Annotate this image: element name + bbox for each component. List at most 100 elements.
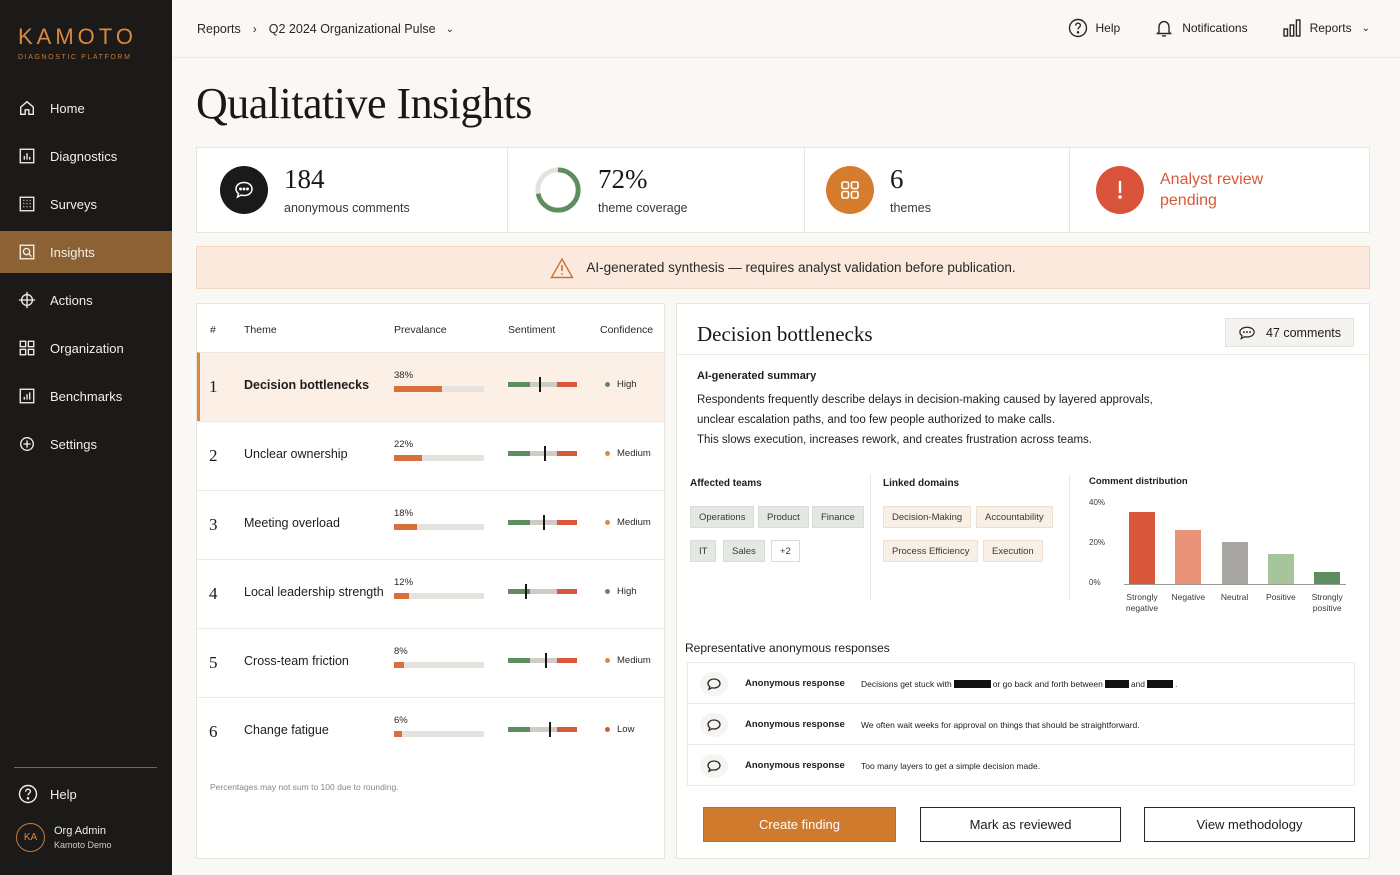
row-prevalence-pct: 8% xyxy=(394,646,408,657)
sentiment-negative-seg xyxy=(557,451,577,456)
sentiment-negative-seg xyxy=(557,589,577,594)
confidence-label: Low xyxy=(617,724,635,735)
breadcrumb-reports[interactable]: Reports xyxy=(197,22,241,36)
comments-button[interactable]: 47 comments xyxy=(1224,318,1354,347)
sidebar-item-benchmarks[interactable]: Benchmarks xyxy=(0,375,172,417)
sidebar-item-label: Organization xyxy=(50,340,124,356)
redaction-block xyxy=(1104,680,1129,688)
mark-reviewed-button[interactable]: Mark as reviewed xyxy=(920,807,1121,842)
sentiment-negative-seg xyxy=(557,658,577,663)
response-text-part: . xyxy=(1175,679,1178,689)
sentiment-negative-seg xyxy=(557,520,577,525)
row-number: 4 xyxy=(209,584,218,603)
col-header-theme[interactable]: Theme xyxy=(244,324,277,336)
bar-chart-icon xyxy=(18,387,36,405)
sidebar-help[interactable]: Help xyxy=(18,784,77,804)
kpi-review-line2: pending xyxy=(1160,192,1217,209)
summary-line: Respondents frequently describe delays i… xyxy=(697,394,1153,406)
table-row[interactable]: 6 Change fatigue 6% Low xyxy=(197,697,664,766)
sidebar-item-settings[interactable]: Settings xyxy=(0,423,172,465)
col-header-prevalence[interactable]: Prevalance xyxy=(394,324,447,336)
comments-count: 47 comments xyxy=(1265,325,1341,340)
x-tick-label: Neutral xyxy=(1220,592,1249,602)
sentiment-marker xyxy=(542,515,545,530)
breadcrumb-report-name[interactable]: Q2 2024 Organizational Pulse xyxy=(268,22,436,36)
list-item[interactable]: Anonymous response Too many layers to ge… xyxy=(688,745,1354,786)
confidence-badge: Low xyxy=(605,724,634,735)
team-chip[interactable]: Product xyxy=(758,506,809,528)
table-row[interactable]: 2 Unclear ownership 22% Medium xyxy=(197,421,664,490)
help-label: Help xyxy=(1095,21,1121,35)
sidebar-item-insights[interactable]: Insights xyxy=(0,231,172,273)
table-row[interactable]: 4 Local leadership strength 12% High xyxy=(197,559,664,628)
confidence-badge: Medium xyxy=(605,517,651,528)
user-menu[interactable]: KA Org Admin Kamoto Demo xyxy=(16,823,112,852)
col-header-confidence[interactable]: Confidence xyxy=(600,324,654,336)
prevalence-bar xyxy=(394,524,484,530)
sentiment-neutral-seg xyxy=(530,727,557,732)
banner-text: AI-generated synthesis — requires analys… xyxy=(586,260,1016,275)
view-methodology-button[interactable]: View methodology xyxy=(1144,807,1355,842)
sentiment-bar xyxy=(508,722,577,737)
sentiment-neutral-seg xyxy=(530,589,557,594)
sidebar-item-label: Diagnostics xyxy=(50,148,118,164)
sentiment-marker xyxy=(524,584,527,599)
chevron-down-icon: ⌄ xyxy=(1361,22,1370,34)
prevalence-bar xyxy=(394,662,484,668)
redaction-block xyxy=(1147,680,1173,688)
brand-logo[interactable]: KAMOTO DIAGNOSTIC PLATFORM xyxy=(18,24,137,61)
y-tick-label: 0% xyxy=(1089,578,1101,587)
row-number: 3 xyxy=(209,515,218,534)
sentiment-bar xyxy=(508,446,577,461)
table-row[interactable]: 3 Meeting overload 18% Medium xyxy=(197,490,664,559)
chevron-down-icon[interactable]: ⌄ xyxy=(445,23,454,35)
reports-menu[interactable]: Reports ⌄ xyxy=(1282,18,1370,38)
confidence-label: Medium xyxy=(617,655,651,666)
x-tick-label: Strongly positive xyxy=(1311,592,1343,613)
col-header-sentiment[interactable]: Sentiment xyxy=(508,324,556,336)
reports-label: Reports xyxy=(1309,21,1352,35)
page-title: Qualitative Insights xyxy=(196,79,532,128)
sidebar-item-organization[interactable]: Organization xyxy=(0,327,172,369)
x-axis-line xyxy=(1124,584,1346,585)
prevalence-fill xyxy=(394,386,442,392)
kpi-coverage-label: theme coverage xyxy=(598,200,688,215)
confidence-badge: Medium xyxy=(605,448,651,459)
help-icon xyxy=(18,784,38,804)
detail-divider xyxy=(677,354,1369,355)
sidebar-item-home[interactable]: Home xyxy=(0,87,172,129)
x-tick-label: Negative xyxy=(1171,592,1206,602)
help-button[interactable]: Help xyxy=(1068,18,1121,38)
confidence-label: High xyxy=(617,586,637,597)
summary-title: AI-generated summary xyxy=(697,370,817,382)
domain-chip[interactable]: Decision-Making xyxy=(883,506,972,528)
sentiment-marker xyxy=(545,653,548,668)
more-teams-chip[interactable]: +2 xyxy=(771,540,800,562)
response-text-part: Decisions get stuck with xyxy=(861,679,952,689)
team-chip[interactable]: Finance xyxy=(812,506,864,528)
table-row[interactable]: 5 Cross-team friction 8% Medium xyxy=(197,628,664,697)
team-chip[interactable]: IT xyxy=(690,540,717,562)
sidebar-item-surveys[interactable]: Surveys xyxy=(0,183,172,225)
table-row[interactable]: 1 Decision bottlenecks 38% High xyxy=(197,352,664,421)
list-item[interactable]: Anonymous response We often wait weeks f… xyxy=(688,704,1354,745)
reports-bar-icon xyxy=(1282,19,1301,37)
team-chip[interactable]: Sales xyxy=(723,540,765,562)
prevalence-fill xyxy=(394,731,402,737)
domain-chip[interactable]: Accountability xyxy=(976,506,1053,528)
sentiment-positive-seg xyxy=(508,658,530,663)
notifications-button[interactable]: Notifications xyxy=(1154,18,1248,38)
row-theme: Decision bottlenecks xyxy=(244,378,370,392)
team-chip[interactable]: Operations xyxy=(690,506,755,528)
list-item[interactable]: Anonymous response Decisions get stuck w… xyxy=(688,663,1354,704)
warning-triangle-icon xyxy=(550,257,575,278)
sidebar-item-actions[interactable]: Actions xyxy=(0,279,172,321)
domain-chip[interactable]: Execution xyxy=(983,540,1043,562)
sidebar-item-diagnostics[interactable]: Diagnostics xyxy=(0,135,172,177)
row-theme: Change fatigue xyxy=(244,723,329,737)
create-finding-button[interactable]: Create finding xyxy=(703,807,896,842)
row-theme: Meeting overload xyxy=(244,516,340,530)
domain-chip[interactable]: Process Efficiency xyxy=(883,540,979,562)
search-doc-icon xyxy=(18,243,36,261)
sentiment-neutral-seg xyxy=(530,451,557,456)
